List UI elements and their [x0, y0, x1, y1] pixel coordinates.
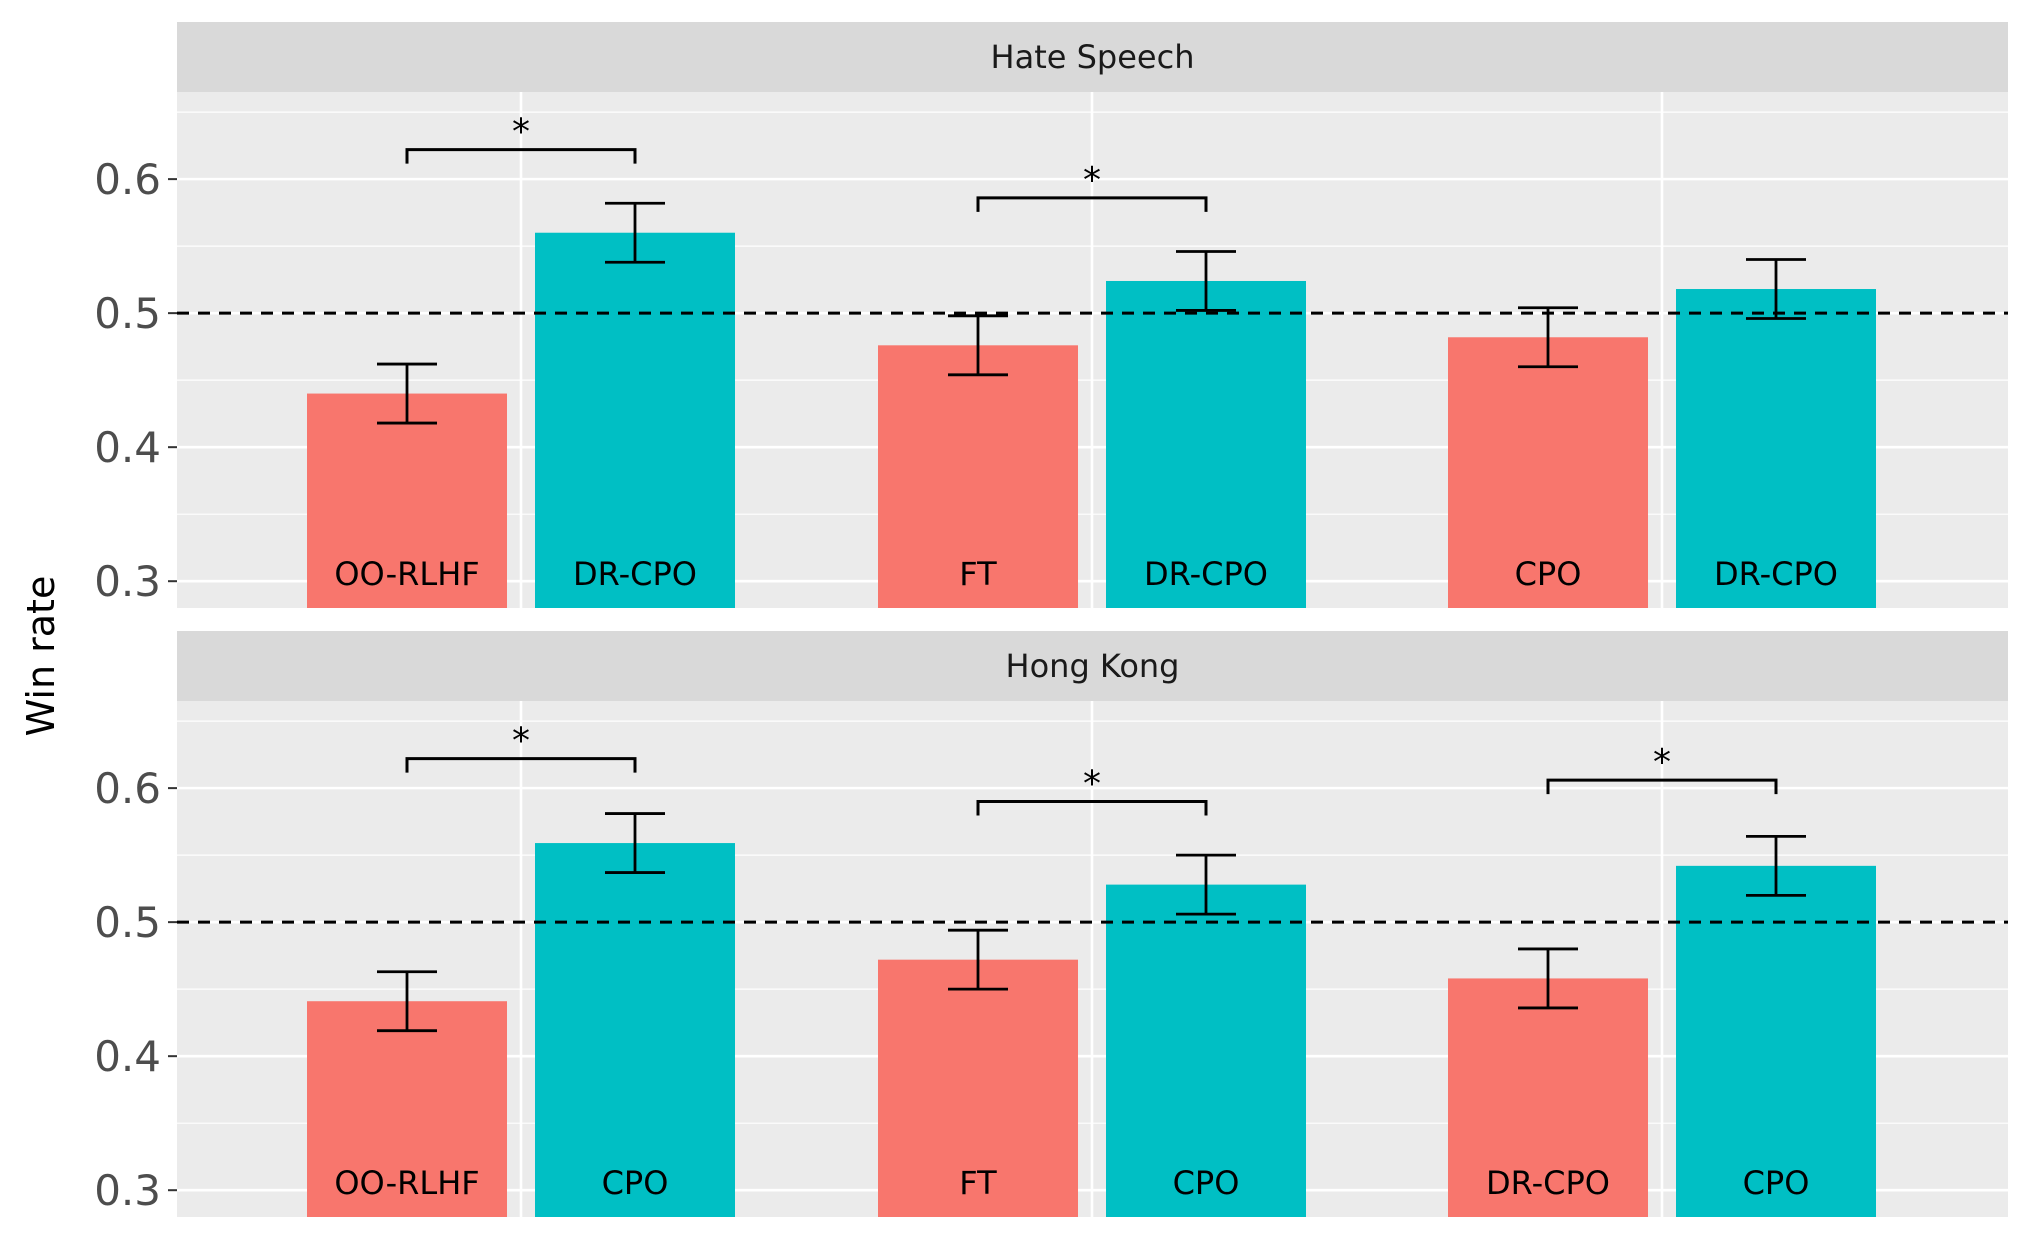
significance-bracket: [976, 800, 1208, 816]
panel-2: Hong Kong 0.3 0.4 0.5 0.6 OO-RLHF CPO FT CPO DR-C…: [94, 631, 2008, 1217]
y-tick-label: 0.5: [94, 289, 161, 338]
panel-title: Hate Speech: [991, 38, 1195, 76]
bar-label: DR-CPO: [1144, 555, 1268, 593]
bar-label: DR-CPO: [1714, 555, 1838, 593]
bar-label: CPO: [1173, 1164, 1240, 1202]
y-tick-label: 0.4: [94, 423, 161, 472]
bar: [1106, 884, 1306, 1217]
y-tick-label: 0.5: [94, 898, 161, 947]
panel-1: Hate Speech 0.3 0.4 0.5 0.6 OO-RLHF DR-CPO FT DR…: [94, 22, 2008, 608]
significance-star: *: [1653, 742, 1671, 783]
significance-star: *: [1083, 160, 1101, 201]
significance-bracket: [1546, 778, 1778, 795]
bar-label: DR-CPO: [1486, 1164, 1610, 1202]
bar: [1448, 978, 1648, 1217]
panel-title: Hong Kong: [1006, 647, 1180, 685]
bar-label: OO-RLHF: [334, 1164, 479, 1202]
y-tick-label: 0.3: [94, 1166, 161, 1215]
significance-bracket: [405, 757, 637, 773]
bar-label: CPO: [602, 1164, 669, 1202]
bar: [1448, 337, 1648, 608]
panel-strip: [177, 631, 2008, 701]
y-tick-label: 0.6: [94, 155, 161, 204]
bar: [535, 232, 735, 608]
bar-label: CPO: [1743, 1164, 1810, 1202]
y-axis-title: Win rate: [19, 576, 63, 737]
bar-label: OO-RLHF: [334, 555, 479, 593]
y-tick-label: 0.3: [94, 557, 161, 606]
bar-label: DR-CPO: [573, 555, 697, 593]
bar: [307, 1001, 507, 1217]
significance-star: *: [512, 112, 530, 153]
y-tick-label: 0.6: [94, 764, 161, 813]
significance-star: *: [1083, 764, 1101, 805]
panels: Hate Speech 0.3 0.4 0.5 0.6 OO-RLHF DR-CPO FT DR…: [94, 22, 2008, 1217]
bar: [535, 843, 735, 1217]
bar-label: FT: [959, 555, 997, 593]
significance-star: *: [512, 721, 530, 762]
y-tick-label: 0.4: [94, 1032, 161, 1081]
bar-label: FT: [959, 1164, 997, 1202]
bar: [1676, 865, 1876, 1217]
bar: [878, 959, 1078, 1217]
bar: [1106, 280, 1306, 608]
significance-bracket: [405, 148, 637, 164]
significance-bracket: [976, 196, 1208, 212]
panel-strip: [177, 22, 2008, 92]
bar: [1676, 289, 1876, 608]
bar: [307, 393, 507, 608]
bar: [878, 345, 1078, 608]
bar-label: CPO: [1515, 555, 1582, 593]
